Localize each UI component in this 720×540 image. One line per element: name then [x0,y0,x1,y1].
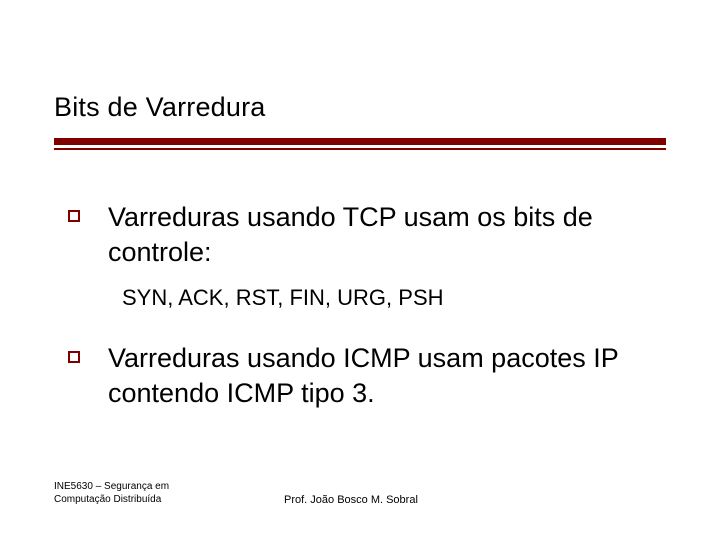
content-area: Varreduras usando TCP usam os bits de co… [68,200,668,421]
footer-left-line2: Computação Distribuída [54,494,254,507]
title-block: Bits de Varredura [54,92,266,123]
footer-center: Prof. João Bosco M. Sobral [254,494,674,506]
bullet-item: Varreduras usando ICMP usam pacotes IP c… [68,341,668,411]
footer-left: INE5630 – Segurança em Computação Distri… [54,481,254,506]
square-bullet-icon [68,351,80,363]
footer-left-line1: INE5630 – Segurança em [54,481,254,494]
underline-thick [54,138,666,145]
bullet-item: Varreduras usando TCP usam os bits de co… [68,200,668,270]
bullet-text: Varreduras usando TCP usam os bits de co… [108,200,668,270]
slide: Bits de Varredura Varreduras usando TCP … [0,0,720,540]
square-bullet-icon [68,210,80,222]
slide-title: Bits de Varredura [54,92,266,123]
bullet-text: Varreduras usando ICMP usam pacotes IP c… [108,341,668,411]
underline-thin [54,148,666,150]
footer: INE5630 – Segurança em Computação Distri… [54,481,674,506]
title-underline [54,138,666,150]
bullet-subtext: SYN, ACK, RST, FIN, URG, PSH [122,284,668,313]
